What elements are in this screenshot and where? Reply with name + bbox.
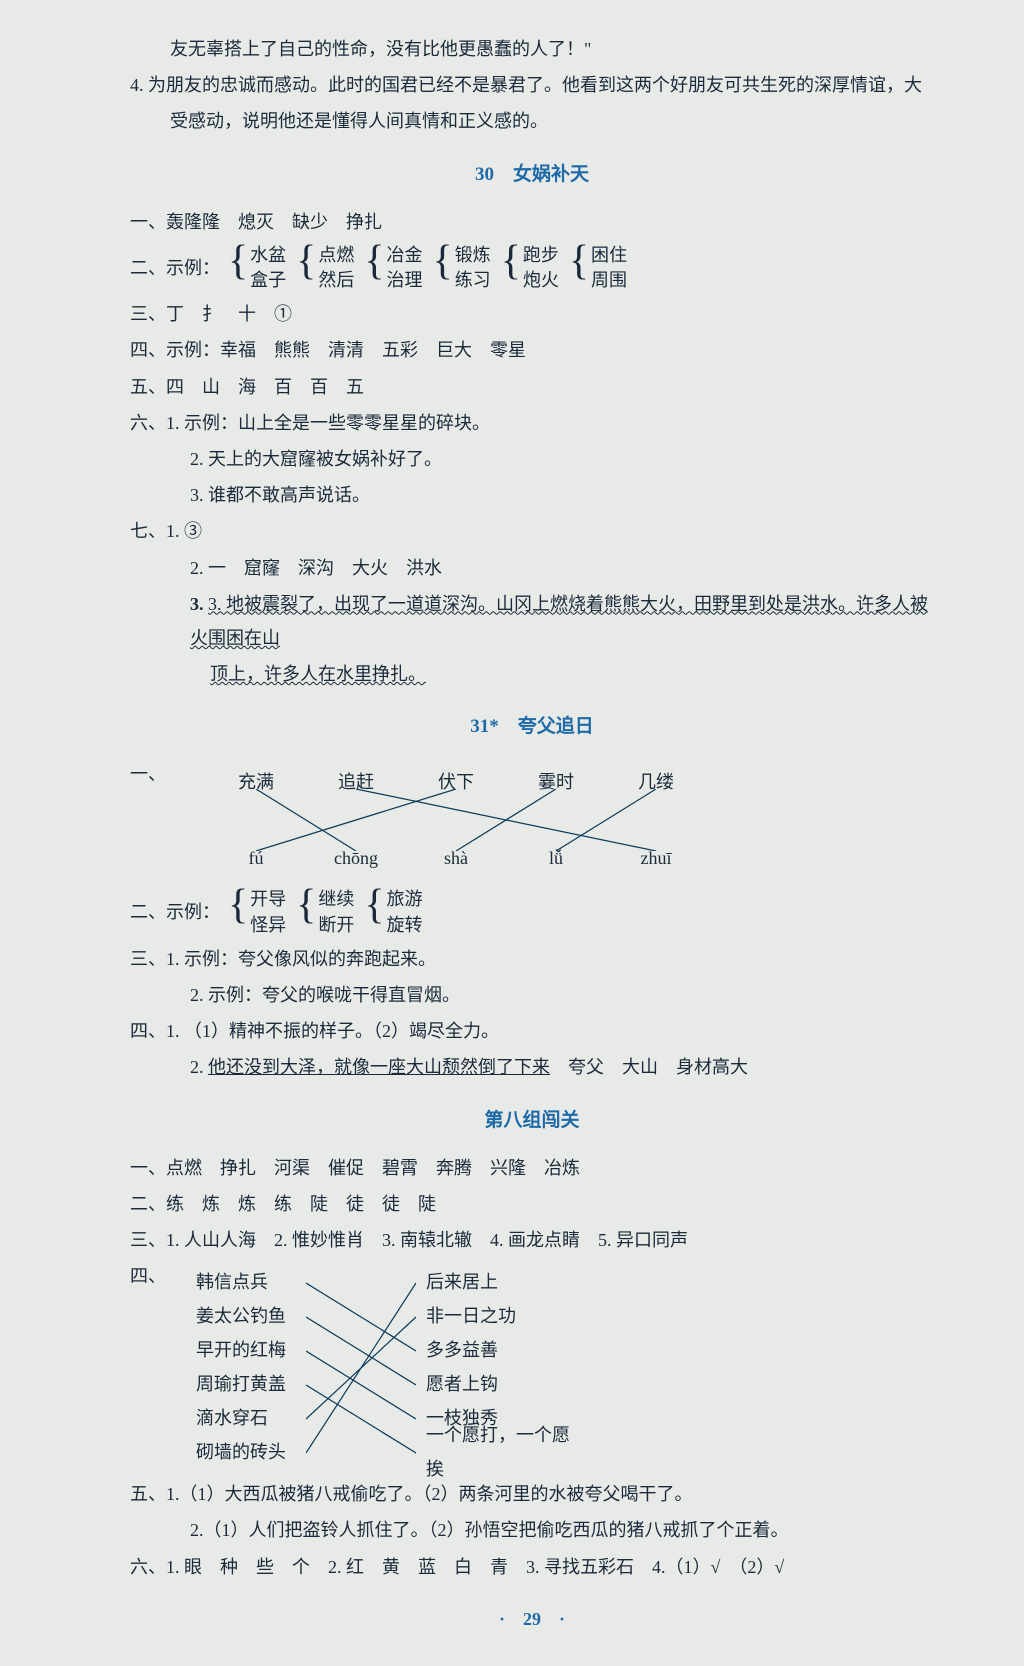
s31-q4-2b: 他还没到大泽，就像一座大山颓然倒了下来 [208, 1057, 550, 1077]
match-row: 周瑜打黄盖 愿者上钩 [176, 1367, 656, 1401]
s31-q1-match: 充满追赶伏下霎时几缕 fúchōngshàlǚzhuī [206, 765, 706, 875]
brace-icon: { [569, 243, 589, 293]
brace-group: {困住周围 [569, 243, 627, 293]
s30-q2: 二、示例： {水盆盒子{点燃然后{冶金治理{锻炼练习{跑步炮火{困住周围 [130, 243, 934, 293]
match-left-item: 滴水穿石 [176, 1401, 326, 1435]
brace-item: 旅游 [387, 887, 423, 912]
match-right-item: 非一日之功 [426, 1299, 576, 1333]
s8-q5-2: 2.（1）人们把盗铃人抓住了。（2）孙悟空把偷吃西瓜的猪八戒抓了个正着。 [130, 1513, 934, 1547]
s31-q3-1: 三、1. 示例：夸父像风似的奔跑起来。 [130, 942, 934, 976]
s8-q4-match: 韩信点兵后来居上姜太公钓鱼非一日之功早开的红梅多多益善周瑜打黄盖愿者上钩滴水穿石… [176, 1265, 656, 1469]
s31-q4-2c: 夸父 大山 身材高大 [550, 1057, 748, 1077]
s30-q7-3a-text: 3. 地被震裂了，出现了一道道深沟。山冈上燃烧着熊熊大火，田野里到处是洪水。许多… [190, 594, 928, 648]
s30-q6-3: 3. 谁都不敢高声说话。 [130, 478, 934, 512]
s30-q3: 三、丁 扌 十 ① [130, 297, 934, 331]
brace-group: {水盆盒子 [228, 243, 286, 293]
match-right-item: 多多益善 [426, 1333, 576, 1367]
match-left-item: 姜太公钓鱼 [176, 1299, 326, 1333]
brace-item: 点燃 [318, 243, 354, 268]
match-bottom-item: chōng [306, 841, 406, 875]
page-number: · 29 · [130, 1602, 934, 1636]
s31-q4-2: 2. 他还没到大泽，就像一座大山颓然倒了下来 夸父 大山 身材高大 [130, 1050, 934, 1084]
brace-item: 继续 [318, 887, 354, 912]
s31-q3-2: 2. 示例：夸父的喉咙干得直冒烟。 [130, 978, 934, 1012]
match-bottom-item: shà [406, 841, 506, 875]
match-left-item: 早开的红梅 [176, 1333, 326, 1367]
brace-group: {锻炼练习 [433, 243, 491, 293]
brace-item: 治理 [387, 268, 423, 293]
brace-icon: { [433, 243, 453, 293]
s31-q1-prefix: 一、 [130, 757, 166, 791]
match-bottom-item: lǚ [506, 841, 606, 875]
brace-group: {继续断开 [296, 887, 354, 937]
s31-q2-prefix: 二、示例： [130, 895, 220, 929]
s30-q7-3b: 顶上，许多人在水里挣扎。 [130, 657, 934, 691]
brace-item: 盒子 [250, 268, 286, 293]
brace-item: 旋转 [387, 913, 423, 938]
brace-item: 困住 [591, 243, 627, 268]
s30-q7-3a: 3. 3. 地被震裂了，出现了一道道深沟。山冈上燃烧着熊熊大火，田野里到处是洪水… [130, 587, 934, 655]
brace-group: {旅游旋转 [364, 887, 422, 937]
brace-item: 开导 [250, 887, 286, 912]
brace-item: 锻炼 [455, 243, 491, 268]
match-bottom-item: zhuī [606, 841, 706, 875]
s30-q6-2: 2. 天上的大窟窿被女娲补好了。 [130, 442, 934, 476]
match-left-item: 砌墙的砖头 [176, 1435, 326, 1469]
match-left-item: 韩信点兵 [176, 1265, 326, 1299]
match-right-item: 后来居上 [426, 1265, 576, 1299]
brace-item: 水盆 [250, 243, 286, 268]
s8-q6: 六、1. 眼 种 些 个 2. 红 黄 蓝 白 青 3. 寻找五彩石 4.（1）… [130, 1550, 934, 1584]
brace-item: 冶金 [387, 243, 423, 268]
brace-group: {冶金治理 [364, 243, 422, 293]
s31-q2: 二、示例： {开导怪异{继续断开{旅游旋转 [130, 887, 934, 937]
brace-icon: { [501, 243, 521, 293]
brace-icon: { [296, 887, 316, 937]
match-row: 滴水穿石一枝独秀 [176, 1401, 656, 1435]
intro-line1: 友无辜搭上了自己的性命，没有比他更愚蠢的人了！" [130, 32, 934, 66]
brace-icon: { [228, 887, 248, 937]
match-right-item: 一个愿打，一个愿挨 [426, 1418, 576, 1486]
match-row: 姜太公钓鱼 非一日之功 [176, 1299, 656, 1333]
s30-q7-2: 2. 一 窟窿 深沟 大火 洪水 [130, 551, 934, 585]
s31-q4-1: 四、1. （1）精神不振的样子。（2）竭尽全力。 [130, 1014, 934, 1048]
section-31-title: 31* 夸父追日 [130, 709, 934, 745]
s30-q2-prefix: 二、示例： [130, 251, 220, 285]
brace-group: {跑步炮火 [501, 243, 559, 293]
intro-line2b: 受感动，说明他还是懂得人间真情和正义感的。 [130, 104, 934, 138]
section-30-title: 30 女娲补天 [130, 157, 934, 193]
brace-item: 断开 [318, 913, 354, 938]
brace-item: 炮火 [523, 268, 559, 293]
brace-group: {开导怪异 [228, 887, 286, 937]
brace-item: 怪异 [250, 913, 286, 938]
s30-q1: 一、轰隆隆 熄灭 缺少 挣扎 [130, 205, 934, 239]
s30-q7-3b-text: 顶上，许多人在水里挣扎。 [210, 664, 426, 684]
section-8-title: 第八组闯关 [130, 1103, 934, 1139]
s8-q1: 一、点燃 挣扎 河渠 催促 碧霄 奔腾 兴隆 冶炼 [130, 1151, 934, 1185]
s8-q3: 三、1. 人山人海 2. 惟妙惟肖 3. 南辕北辙 4. 画龙点睛 5. 异口同… [130, 1223, 934, 1257]
brace-item: 然后 [318, 268, 354, 293]
match-right-item: 愿者上钩 [426, 1367, 576, 1401]
match-bottom-item: fú [206, 841, 306, 875]
brace-icon: { [364, 243, 384, 293]
brace-icon: { [228, 243, 248, 293]
match-left-item: 周瑜打黄盖 [176, 1367, 326, 1401]
match-row: 早开的红梅 多多益善 [176, 1333, 656, 1367]
brace-group: {点燃然后 [296, 243, 354, 293]
s30-q5: 五、四 山 海 百 百 五 [130, 370, 934, 404]
s8-q4-prefix: 四、 [130, 1259, 166, 1293]
brace-icon: { [364, 887, 384, 937]
match-row: 砌墙的砖头一个愿打，一个愿挨 [176, 1435, 656, 1469]
s30-q6-1: 六、1. 示例：山上全是一些零零星星的碎块。 [130, 406, 934, 440]
brace-icon: { [296, 243, 316, 293]
brace-item: 跑步 [523, 243, 559, 268]
s31-q4-2a: 2. [190, 1057, 208, 1077]
s30-q7-1: 七、1. ③ [130, 514, 934, 548]
brace-item: 周围 [591, 268, 627, 293]
s8-q2: 二、练 炼 炼 练 陡 徒 徒 陡 [130, 1187, 934, 1221]
s30-q4: 四、示例：幸福 熊熊 清清 五彩 巨大 零星 [130, 333, 934, 367]
brace-item: 练习 [455, 268, 491, 293]
intro-line2a: 4. 为朋友的忠诚而感动。此时的国君已经不是暴君了。他看到这两个好朋友可共生死的… [130, 68, 934, 102]
match-row: 韩信点兵 后来居上 [176, 1265, 656, 1299]
